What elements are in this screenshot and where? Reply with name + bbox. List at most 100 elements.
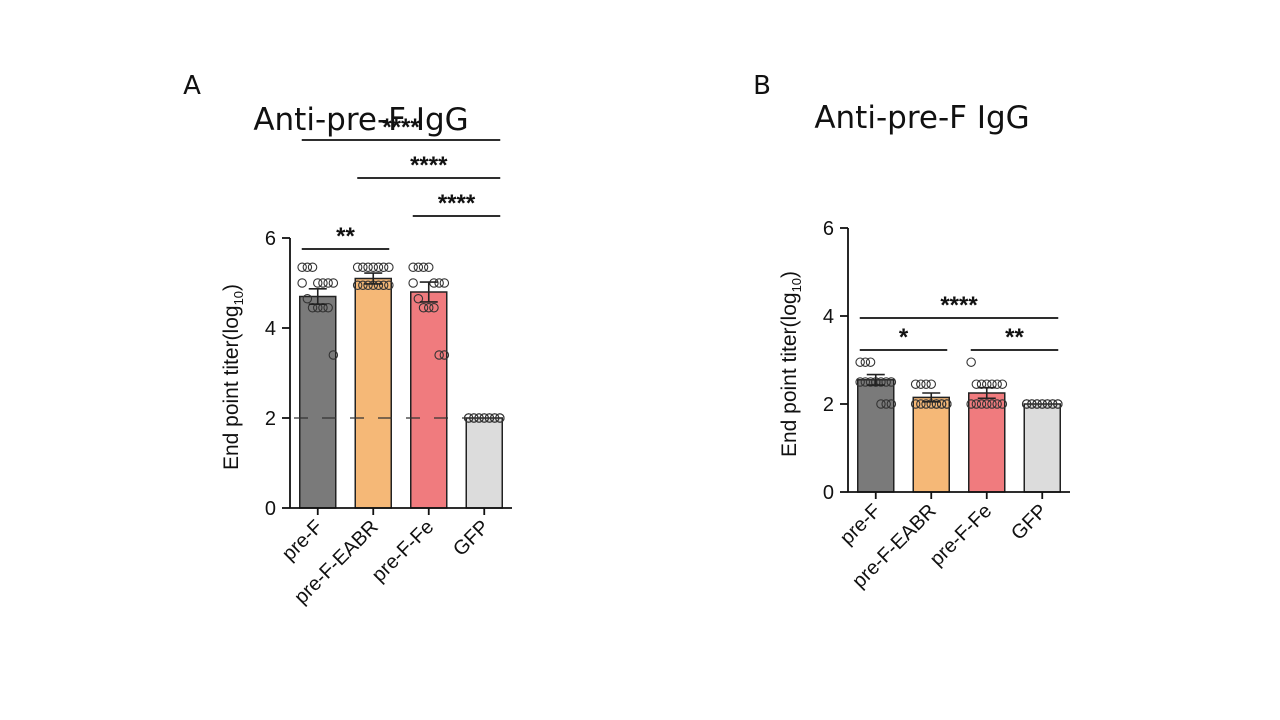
data-point bbox=[916, 399, 926, 409]
data-point bbox=[966, 399, 976, 409]
x-tick-label: pre-F-Fe bbox=[368, 516, 439, 587]
data-point bbox=[373, 262, 384, 272]
significance-label: ** bbox=[336, 223, 355, 250]
data-point bbox=[368, 262, 378, 272]
data-point bbox=[926, 379, 936, 389]
data-point bbox=[408, 262, 418, 272]
data-point bbox=[413, 293, 424, 304]
data-point bbox=[992, 399, 1002, 409]
data-point bbox=[916, 379, 926, 389]
data-point bbox=[429, 302, 439, 313]
significance-label: ** bbox=[1005, 324, 1024, 351]
data-point bbox=[413, 262, 424, 272]
data-point bbox=[439, 278, 450, 288]
data-point bbox=[886, 399, 897, 409]
data-point bbox=[358, 280, 368, 290]
data-point bbox=[352, 262, 363, 272]
data-point bbox=[865, 377, 876, 387]
data-point bbox=[881, 377, 891, 387]
data-point bbox=[987, 399, 997, 409]
data-point bbox=[1042, 399, 1053, 409]
x-tick-label: pre-F bbox=[836, 500, 885, 549]
data-point bbox=[1047, 399, 1058, 409]
data-point bbox=[434, 278, 444, 288]
y-tick-label: 2 bbox=[823, 394, 834, 416]
y-axis-label-ylabel-log: log bbox=[778, 292, 801, 320]
data-point bbox=[981, 399, 992, 409]
y-tick-label: 0 bbox=[265, 498, 276, 520]
data-point bbox=[860, 357, 871, 367]
bar-2 bbox=[968, 392, 1006, 493]
data-point bbox=[408, 278, 418, 288]
bar-2 bbox=[410, 291, 448, 509]
data-point bbox=[855, 377, 865, 387]
data-point bbox=[921, 379, 931, 389]
y-axis-label-ylabel-paren-close: ) bbox=[778, 271, 801, 278]
x-tick-label: pre-F-Fe bbox=[926, 500, 997, 571]
data-point bbox=[1027, 399, 1037, 409]
y-axis-label-ylabel-sub: 10 bbox=[789, 278, 804, 292]
data-point bbox=[434, 350, 444, 360]
data-point bbox=[860, 377, 871, 387]
y-tick-label: 4 bbox=[265, 318, 276, 340]
y-axis-label-ylabel-paren-open: ( bbox=[778, 320, 801, 327]
bar-3 bbox=[465, 417, 503, 509]
data-point bbox=[312, 278, 323, 288]
data-point bbox=[429, 278, 439, 288]
data-point bbox=[997, 379, 1008, 389]
y-axis-label-ylabel-paren-open: ( bbox=[220, 333, 243, 340]
data-point bbox=[378, 280, 389, 290]
data-point bbox=[384, 262, 394, 272]
data-point bbox=[479, 413, 489, 423]
data-point bbox=[373, 280, 384, 290]
panel-letter: A bbox=[183, 71, 201, 101]
data-point bbox=[323, 302, 333, 313]
bar-0 bbox=[857, 379, 895, 493]
data-point bbox=[363, 280, 373, 290]
data-point bbox=[323, 278, 333, 288]
data-point bbox=[966, 357, 976, 367]
y-axis-label-ylabel: End point titer bbox=[220, 340, 243, 470]
data-point bbox=[976, 399, 987, 409]
bar-1 bbox=[912, 396, 950, 493]
significance-label: **** bbox=[382, 114, 420, 141]
data-point bbox=[378, 262, 389, 272]
significance-label: * bbox=[899, 324, 909, 351]
data-point bbox=[423, 302, 434, 313]
panel-a: A Anti-pre-F IgG 0 2 4 6 End point titer(log10… bbox=[183, 71, 512, 609]
data-point bbox=[363, 262, 373, 272]
data-point bbox=[855, 357, 865, 367]
data-point bbox=[865, 357, 876, 367]
data-point bbox=[328, 350, 339, 360]
x-tick-label: GFP bbox=[1007, 500, 1052, 545]
data-point bbox=[307, 262, 318, 272]
data-point bbox=[352, 280, 363, 290]
y-tick-label: 6 bbox=[265, 228, 276, 250]
data-point bbox=[297, 262, 307, 272]
chart-title: Anti-pre-F IgG bbox=[253, 102, 468, 138]
data-point bbox=[1032, 399, 1042, 409]
bar-3 bbox=[1023, 403, 1061, 493]
bar-0 bbox=[299, 295, 337, 509]
y-tick-label: 0 bbox=[823, 482, 834, 504]
significance-label: **** bbox=[438, 190, 476, 217]
data-point bbox=[328, 278, 339, 288]
data-point bbox=[936, 399, 947, 409]
data-point bbox=[302, 293, 313, 304]
data-point bbox=[423, 262, 434, 272]
data-point bbox=[1021, 399, 1032, 409]
y-axis-label-ylabel: End point titer bbox=[778, 327, 801, 457]
y-tick-label: 6 bbox=[823, 218, 834, 240]
data-point bbox=[418, 262, 429, 272]
data-point bbox=[1053, 399, 1063, 409]
y-tick-label: 4 bbox=[823, 306, 834, 328]
data-point bbox=[881, 399, 891, 409]
x-tick-label: GFP bbox=[449, 516, 494, 561]
data-point bbox=[297, 278, 307, 288]
data-point bbox=[992, 379, 1002, 389]
y-axis-label: End point titer(log10) bbox=[220, 284, 246, 470]
y-tick-label: 2 bbox=[265, 408, 276, 430]
data-point bbox=[997, 399, 1008, 409]
y-axis-label-ylabel-sub: 10 bbox=[231, 291, 246, 305]
